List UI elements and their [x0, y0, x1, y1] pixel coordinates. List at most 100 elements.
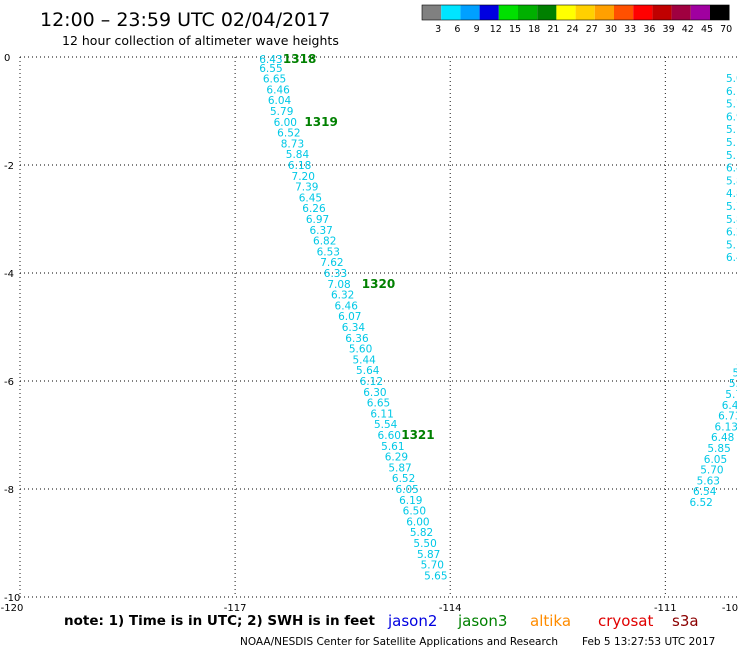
wave-height-value: 6.50	[403, 506, 426, 518]
colorbar-swatch	[594, 5, 614, 20]
wave-height-value: 6.12	[360, 376, 383, 388]
colorbar-label: 36	[643, 24, 655, 35]
wave-height-value: 5.63	[697, 475, 720, 487]
colorbar-label: 45	[701, 24, 713, 35]
wave-height-value: 6.43	[259, 54, 282, 66]
edge-wave-value: 6.4	[726, 163, 740, 175]
footer-note: note: 1) Time is in UTC; 2) SWH is in fe…	[64, 613, 375, 629]
y-tick-label: -10	[4, 593, 20, 604]
wave-height-value: 6.37	[309, 225, 332, 237]
colorbar-swatch	[633, 5, 653, 20]
colorbar-swatch	[537, 5, 557, 20]
pass-label-jason3: 1319	[304, 115, 337, 129]
satellite-legend-altika: altika	[530, 612, 571, 630]
wave-height-value: 5.87	[417, 549, 440, 561]
wave-height-value: 6.60	[378, 430, 401, 442]
wave-height-value: 6.13	[715, 421, 738, 433]
wave-height-value: 5.85	[707, 443, 730, 455]
wave-height-value: 8.73	[281, 138, 304, 150]
wave-height-value: 6.11	[370, 408, 393, 420]
wave-height-value: 7.62	[320, 257, 343, 269]
colorbar-frame	[421, 4, 730, 21]
wave-height-value: 6.04	[268, 95, 292, 107]
wave-height-value: 5.79	[270, 106, 293, 118]
y-tick-label: -2	[4, 161, 14, 172]
wave-height-value: 6.46	[335, 300, 359, 312]
edge-wave-value: 5.	[726, 124, 736, 136]
edge-wave-value: 5.	[726, 137, 736, 149]
wave-height-value: 5.92	[732, 367, 740, 379]
wave-height-value: 6.00	[406, 516, 429, 528]
wave-height-value: 5.65	[424, 570, 447, 582]
wave-height-value: 6.46	[722, 400, 740, 412]
wave-height-value: 6.26	[302, 203, 326, 215]
colorbar-label: 39	[663, 24, 675, 35]
edge-wave-value: 5.13	[726, 239, 740, 251]
edge-wave-value: 5.0	[726, 73, 740, 85]
edge-values-column: 5.06.15.76.95.5.5.6.45.854.805.755.866.2…	[726, 73, 740, 264]
colorbar-label: 12	[490, 24, 502, 35]
y-tick-label: 0	[4, 53, 10, 64]
wave-height-value: 5.64	[356, 365, 380, 377]
colorbar-label: 6	[454, 24, 460, 35]
wave-height-value: 6.34	[342, 322, 366, 334]
wave-height-value: 6.65	[263, 74, 286, 86]
wave-height-value: 6.00	[274, 117, 297, 129]
wave-height-value: 6.45	[299, 192, 322, 204]
colorbar-label: 27	[586, 24, 598, 35]
colorbar-swatch	[498, 5, 518, 20]
wave-height-value: 6.52	[689, 497, 712, 509]
wave-height-value: 6.54	[693, 486, 717, 498]
wave-height-value: 5.70	[700, 465, 723, 477]
colorbar-swatch	[710, 5, 730, 20]
wave-height-value: 6.18	[288, 160, 311, 172]
edge-wave-value: 5.7	[726, 99, 740, 111]
wave-height-value: 6.46	[266, 84, 290, 96]
wave-height-value: 6.29	[385, 452, 408, 464]
x-tick-label: -114	[439, 603, 462, 614]
wave-height-value: 5.87	[388, 462, 411, 474]
colorbar-label: 15	[509, 24, 521, 35]
edge-wave-value: 5.75	[726, 201, 740, 213]
x-tick-label: -117	[224, 603, 247, 614]
pass-label-jason3: 1318	[283, 52, 316, 66]
wave-height-value: 6.30	[363, 387, 386, 399]
colorbar-swatch	[518, 5, 538, 20]
satellite-legend-cryosat: cryosat	[598, 612, 653, 630]
footer: note: 1) Time is in UTC; 2) SWH is in fe…	[64, 612, 715, 648]
y-tick-label: -4	[4, 269, 14, 280]
colorbar-swatch	[652, 5, 672, 20]
plot-area: 0-2-4-6-8-10-120-117-114-111-108-106.436…	[1, 52, 740, 614]
wave-height-value: 6.52	[277, 128, 300, 140]
colorbar-swatch	[422, 5, 442, 20]
wave-height-value: 6.73	[718, 411, 740, 423]
edge-wave-value: 5.86	[726, 214, 740, 226]
wave-height-value: 5.82	[410, 527, 433, 539]
wave-height-value: 6.05	[704, 454, 727, 466]
wave-height-value: 6.36	[345, 333, 369, 345]
track-track-1: 6.436.556.656.466.045.796.006.528.735.84…	[259, 54, 447, 582]
colorbar-label: 3	[435, 24, 441, 35]
wave-height-value: 7.20	[292, 171, 315, 183]
wave-height-value: 5.93	[729, 378, 740, 390]
colorbar-swatch	[671, 5, 691, 20]
wave-height-value: 6.32	[331, 290, 354, 302]
chart-subtitle: 12 hour collection of altimeter wave hei…	[62, 33, 339, 48]
wave-height-value: 5.61	[381, 441, 404, 453]
colorbar-label: 24	[567, 24, 579, 35]
timestamp-text: Feb 5 13:27:53 UTC 2017	[582, 636, 715, 648]
wave-height-value: 6.53	[317, 246, 340, 258]
colorbar-swatch	[479, 5, 499, 20]
wave-height-value: 6.05	[395, 484, 418, 496]
pass-label-jason3: 1321	[401, 428, 434, 442]
wave-height-value: 5.84	[286, 149, 310, 161]
wave-height-value: 6.97	[306, 214, 329, 226]
colorbar-label: 30	[605, 24, 617, 35]
wave-height-value: 5.50	[413, 538, 436, 550]
wave-height-value: 5.70	[421, 560, 444, 572]
colorbar-swatch	[614, 5, 634, 20]
satellite-legend-jason3: jason3	[457, 612, 507, 630]
edge-wave-value: 5.85	[726, 175, 740, 187]
edge-wave-value: 5.	[726, 150, 736, 162]
